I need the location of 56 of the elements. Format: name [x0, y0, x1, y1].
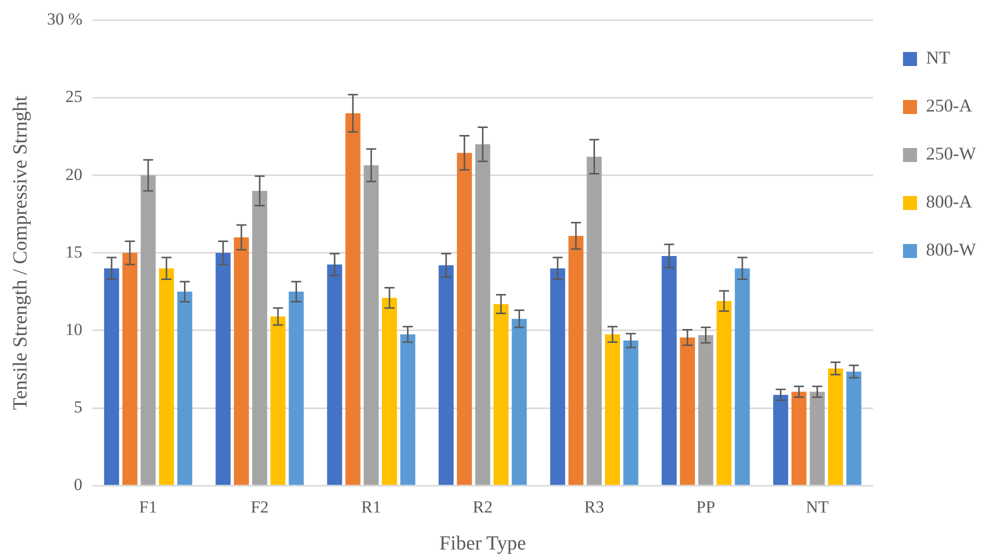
- legend-label: NT: [926, 48, 950, 68]
- y-tick-label: 30 %: [46, 10, 82, 29]
- bar: [475, 144, 490, 485]
- bar: [364, 165, 379, 485]
- bar: [382, 298, 397, 485]
- bar: [345, 113, 360, 485]
- bar: [662, 256, 677, 485]
- bar: [438, 265, 454, 485]
- bar: [734, 268, 750, 485]
- bar: [810, 392, 825, 485]
- bar: [140, 175, 156, 485]
- bar: [698, 335, 714, 485]
- x-tick-label: F1: [139, 497, 158, 516]
- y-axis-title: Tensile Strength / Compressive Strnght: [9, 95, 32, 410]
- legend-label: 250-A: [926, 96, 972, 116]
- bar: [288, 292, 304, 485]
- bar: [270, 316, 286, 485]
- y-tick-label: 5: [74, 398, 82, 416]
- x-tick-label: F2: [250, 497, 269, 516]
- x-tick-label: PP: [696, 497, 716, 516]
- bar: [456, 152, 472, 485]
- legend-label: 800-A: [926, 192, 972, 212]
- bar: [104, 268, 120, 485]
- y-tick-label: 25: [65, 87, 82, 106]
- bar: [234, 237, 249, 485]
- bar: [158, 268, 174, 485]
- bar: [327, 264, 342, 485]
- x-tick-label: NT: [806, 497, 830, 516]
- bar: [512, 318, 527, 485]
- bar: [494, 304, 508, 485]
- x-tick-label: R2: [472, 497, 493, 516]
- bar: [550, 268, 566, 485]
- legend-label: 800-W: [926, 240, 976, 260]
- bar: [846, 372, 862, 485]
- bar: [791, 392, 806, 485]
- bar: [828, 368, 844, 485]
- x-tick-label: R1: [361, 497, 382, 516]
- bar: [568, 236, 584, 485]
- legend-label: 250-W: [926, 144, 976, 164]
- bar: [400, 334, 416, 485]
- x-axis-title: Fiber Type: [439, 532, 526, 554]
- y-tick-label: 0: [74, 475, 82, 494]
- bar: [122, 252, 138, 485]
- bar: [586, 156, 602, 485]
- bar: [716, 300, 732, 485]
- x-tick-label: R3: [584, 497, 604, 516]
- bar: [773, 394, 788, 485]
- bar: [177, 292, 192, 485]
- bar: [605, 334, 620, 485]
- bar: [216, 252, 231, 485]
- bar: [680, 337, 695, 485]
- y-tick-label: 20: [65, 164, 82, 184]
- bar: [252, 190, 268, 485]
- bar: [623, 340, 638, 485]
- y-tick-label: 10: [65, 320, 82, 339]
- y-tick-label: 15: [65, 242, 82, 262]
